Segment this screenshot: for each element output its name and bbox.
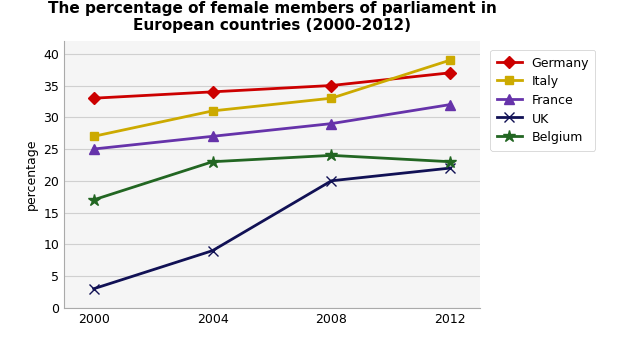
- Line: Germany: Germany: [90, 69, 454, 102]
- Line: France: France: [89, 100, 455, 154]
- UK: [447, 166, 454, 170]
- UK: [328, 179, 335, 183]
- Belgium: [447, 160, 454, 164]
- Italy: [209, 109, 216, 113]
- Germany: [209, 90, 216, 94]
- Italy: [90, 134, 97, 139]
- Line: Italy: Italy: [90, 56, 454, 141]
- Germany: [328, 83, 335, 88]
- Title: The percentage of female members of parliament in
European countries (2000-2012): The percentage of female members of parl…: [47, 1, 497, 33]
- Germany: [90, 96, 97, 100]
- Belgium: [328, 153, 335, 157]
- Italy: [447, 58, 454, 62]
- Legend: Germany, Italy, France, UK, Belgium: Germany, Italy, France, UK, Belgium: [490, 50, 595, 150]
- Y-axis label: percentage: percentage: [25, 139, 38, 210]
- France: [447, 103, 454, 107]
- Belgium: [90, 198, 97, 202]
- Line: UK: UK: [89, 163, 455, 293]
- France: [90, 147, 97, 151]
- UK: [209, 249, 216, 253]
- Belgium: [209, 160, 216, 164]
- France: [209, 134, 216, 139]
- Line: Belgium: Belgium: [88, 149, 456, 206]
- Italy: [328, 96, 335, 100]
- UK: [90, 287, 97, 291]
- Germany: [447, 71, 454, 75]
- France: [328, 121, 335, 126]
